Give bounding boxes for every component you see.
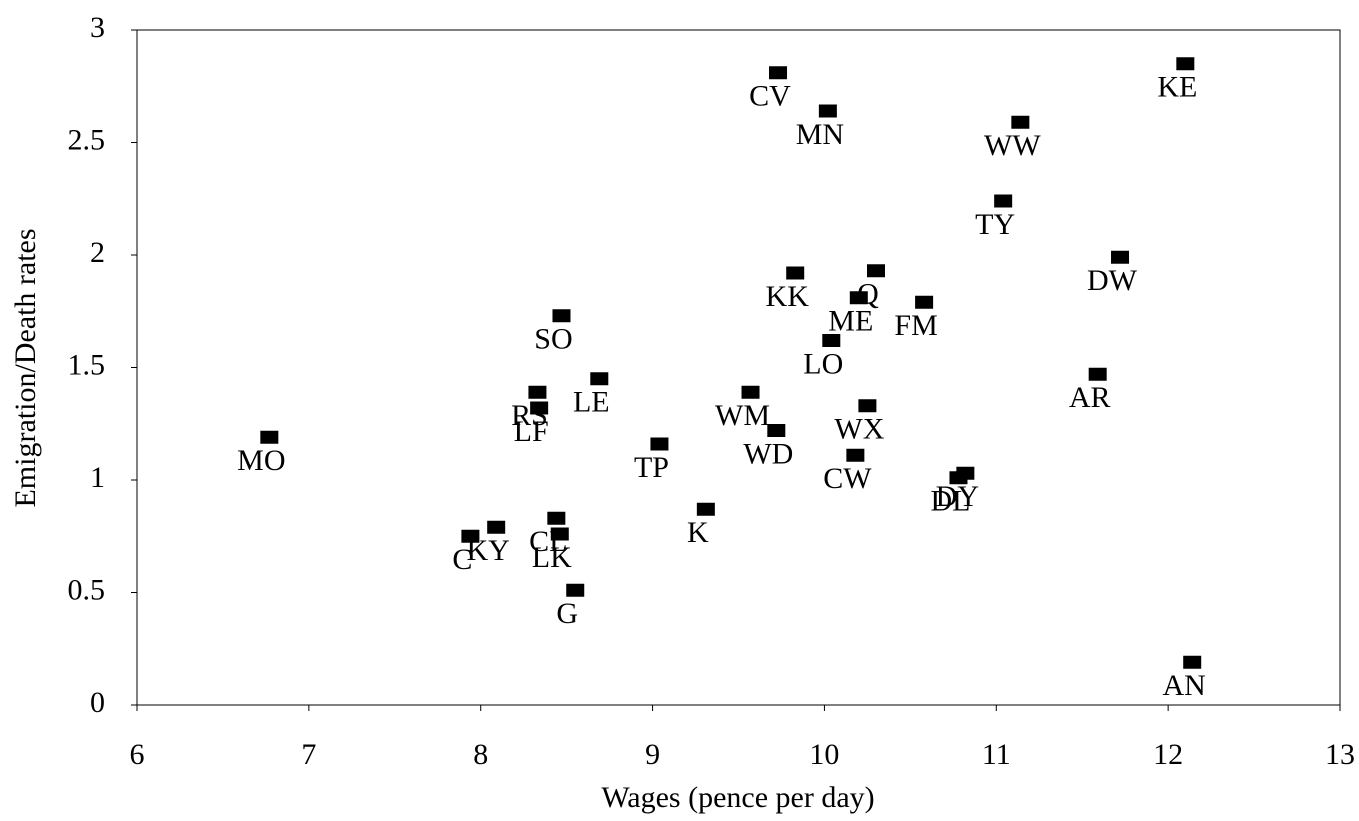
point: [528, 385, 547, 399]
x-tick-label: 8: [473, 738, 488, 771]
y-tick-label: 2: [90, 236, 105, 269]
point-label: SO: [534, 323, 572, 356]
point: [1183, 655, 1202, 669]
point: [487, 520, 506, 534]
point: [866, 264, 885, 278]
x-tick-label: 7: [301, 738, 316, 771]
point-label: LE: [573, 386, 610, 419]
point: [818, 104, 837, 118]
point: [769, 66, 788, 80]
point: [461, 529, 480, 543]
point-label: AN: [1163, 669, 1206, 702]
point-label: WM: [715, 399, 770, 432]
point: [552, 309, 571, 323]
point-label: DW: [1087, 264, 1138, 297]
point: [741, 385, 760, 399]
x-tick-label: 11: [982, 738, 1011, 771]
point-label: DY: [936, 480, 979, 513]
point-label: WD: [743, 437, 793, 470]
point-label: AR: [1069, 381, 1111, 414]
point: [994, 194, 1013, 208]
y-tick-label: 2.5: [68, 123, 106, 156]
point: [822, 334, 841, 347]
point-label: LF: [514, 415, 549, 448]
y-tick-label: 0.5: [68, 573, 106, 606]
point: [650, 437, 669, 451]
point: [1088, 367, 1107, 381]
point: [858, 399, 877, 413]
point: [849, 291, 868, 305]
y-tick-label: 3: [90, 11, 105, 44]
y-tick-label: 1: [90, 461, 105, 494]
point: [1011, 115, 1030, 129]
point-label: KY: [467, 534, 510, 567]
y-tick-label: 0: [90, 686, 105, 719]
point-label: LO: [803, 347, 843, 380]
x-axis-title: Wages (pence per day): [601, 781, 874, 814]
point-label: FM: [894, 309, 937, 342]
x-tick-label: 10: [809, 738, 839, 771]
point-label: KK: [766, 280, 810, 313]
point: [1111, 250, 1130, 264]
point: [767, 424, 786, 437]
plot-frame: [136, 29, 1341, 706]
point-label: K: [687, 516, 709, 549]
point: [530, 401, 549, 415]
point: [590, 372, 609, 386]
point: [915, 295, 934, 309]
x-tick-label: 13: [1325, 738, 1355, 771]
x-tick-label: 6: [130, 738, 145, 771]
point-label: TY: [975, 208, 1015, 241]
point-label: KE: [1157, 71, 1197, 104]
point-label: CV: [749, 80, 791, 113]
point: [550, 527, 569, 541]
point: [696, 502, 715, 516]
x-tick-label: 12: [1153, 738, 1183, 771]
point-label: WW: [984, 129, 1041, 162]
x-tick-label: 9: [645, 738, 660, 771]
point: [547, 511, 566, 525]
point: [846, 448, 865, 462]
point-label: G: [556, 597, 578, 630]
point-label: LK: [532, 541, 572, 574]
point: [566, 583, 585, 597]
y-tick-label: 1.5: [68, 348, 106, 381]
point-label: WX: [834, 413, 884, 446]
y-axis-title: Emigration/Death rates: [9, 228, 42, 507]
point: [956, 466, 975, 480]
point-label: TP: [634, 451, 669, 484]
point: [1176, 57, 1195, 71]
point-label: DL: [930, 485, 970, 518]
point-label: ME: [828, 305, 873, 338]
point-label: MO: [237, 444, 285, 477]
point-label: CW: [823, 462, 872, 495]
point: [260, 430, 279, 444]
point: [786, 266, 805, 280]
point-label: C: [452, 543, 472, 576]
point-label: MN: [796, 118, 844, 151]
